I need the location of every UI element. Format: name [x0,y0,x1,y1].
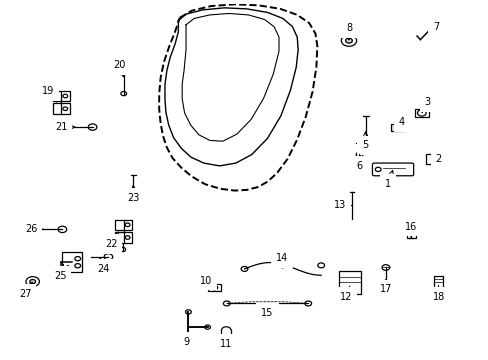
Circle shape [417,110,425,116]
Text: 1: 1 [385,170,392,189]
Polygon shape [390,123,404,131]
Circle shape [355,152,362,157]
Text: 27: 27 [19,282,32,298]
Text: 15: 15 [261,303,273,318]
Text: 4: 4 [398,117,404,127]
Text: 22: 22 [105,232,118,249]
Circle shape [125,223,130,226]
Text: 24: 24 [97,257,109,274]
Text: 20: 20 [114,60,126,77]
Circle shape [75,264,81,268]
Text: 7: 7 [427,22,438,32]
Bar [53,91,70,101]
FancyBboxPatch shape [372,163,413,176]
Text: 11: 11 [220,339,232,349]
Text: 9: 9 [183,337,189,347]
Circle shape [304,301,311,306]
Bar [115,232,132,243]
Circle shape [381,265,389,270]
Text: 23: 23 [127,185,139,203]
Circle shape [58,226,66,233]
Text: 13: 13 [333,201,351,210]
Bar [406,231,415,238]
Circle shape [341,35,356,46]
Circle shape [375,167,380,171]
Circle shape [125,236,130,239]
Circle shape [88,124,97,130]
Text: 2: 2 [435,154,441,164]
Text: 5: 5 [362,132,367,150]
Circle shape [104,254,112,260]
Circle shape [121,91,126,96]
Text: 12: 12 [339,286,351,302]
Bar [208,284,221,292]
Text: 3: 3 [421,98,430,112]
Circle shape [241,266,247,271]
Text: 19: 19 [42,86,56,102]
Circle shape [317,263,324,268]
Bar [339,271,360,294]
Bar [414,109,427,117]
Bar [62,252,81,273]
Text: 10: 10 [200,275,212,285]
Circle shape [120,247,125,252]
Circle shape [185,310,191,314]
Text: 14: 14 [275,253,287,268]
Text: 26: 26 [25,224,43,234]
Circle shape [75,257,81,261]
Bar [115,220,132,230]
Bar [53,103,70,114]
Text: 17: 17 [379,279,391,294]
Circle shape [345,38,351,43]
Circle shape [63,94,67,98]
Text: 6: 6 [356,155,362,171]
Circle shape [211,285,217,290]
Text: 16: 16 [405,221,417,238]
Circle shape [26,277,40,287]
Circle shape [30,279,36,284]
Circle shape [63,107,67,111]
Text: 25: 25 [54,265,66,281]
Bar [425,153,436,164]
Text: 18: 18 [431,286,444,302]
Bar [433,276,442,288]
Circle shape [204,325,210,329]
Circle shape [223,301,230,306]
Text: 21: 21 [55,122,75,132]
Text: 8: 8 [345,23,351,40]
